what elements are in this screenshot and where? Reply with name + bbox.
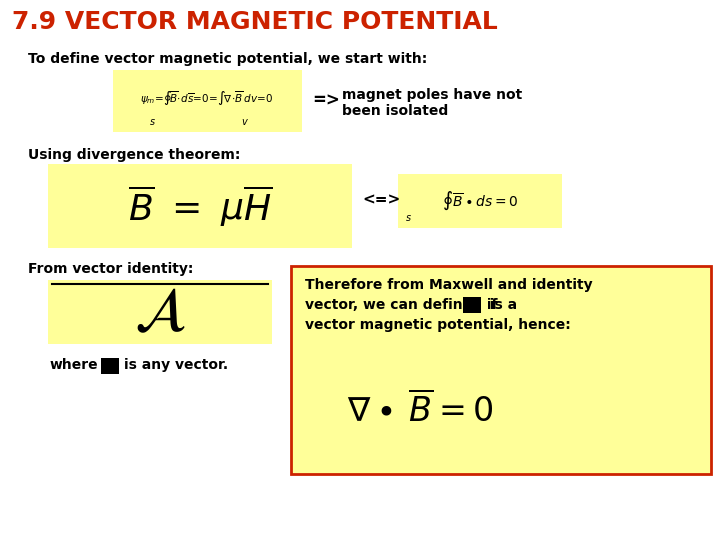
Text: is a: is a: [485, 298, 517, 312]
Text: vector magnetic potential, hence:: vector magnetic potential, hence:: [305, 318, 571, 332]
Text: been isolated: been isolated: [342, 104, 449, 118]
Text: To define vector magnetic potential, we start with:: To define vector magnetic potential, we …: [28, 52, 427, 66]
Text: <=>: <=>: [362, 192, 400, 207]
Text: $\oint\overline{B} \bullet ds = 0$: $\oint\overline{B} \bullet ds = 0$: [441, 190, 518, 212]
Text: $s$: $s$: [405, 213, 411, 223]
Text: Therefore from Maxwell and identity: Therefore from Maxwell and identity: [305, 278, 593, 292]
FancyBboxPatch shape: [101, 358, 119, 374]
Text: $\nabla\bullet\,\overline{B} = 0$: $\nabla\bullet\,\overline{B} = 0$: [347, 392, 493, 429]
FancyBboxPatch shape: [398, 174, 562, 228]
Text: $\overline{B}\ =\ \mu\overline{H}$: $\overline{B}\ =\ \mu\overline{H}$: [127, 183, 272, 229]
Text: magnet poles have not: magnet poles have not: [342, 88, 522, 102]
FancyBboxPatch shape: [113, 70, 302, 132]
FancyBboxPatch shape: [291, 266, 711, 474]
Text: $v$: $v$: [241, 117, 249, 127]
Text: $s$: $s$: [148, 117, 156, 127]
Text: From vector identity:: From vector identity:: [28, 262, 194, 276]
FancyBboxPatch shape: [463, 297, 481, 313]
Text: $\psi_m\!=\!\oint\!\overline{B}\!\cdot\! d\overline{s}\!=\!0\!=\!\int\!\nabla\!\: $\psi_m\!=\!\oint\!\overline{B}\!\cdot\!…: [140, 89, 274, 107]
FancyBboxPatch shape: [48, 164, 352, 248]
Text: vector, we can defined if: vector, we can defined if: [305, 298, 498, 312]
Text: where: where: [50, 358, 99, 372]
FancyBboxPatch shape: [48, 280, 272, 344]
Text: Using divergence theorem:: Using divergence theorem:: [28, 148, 240, 162]
Text: 7.9 VECTOR MAGNETIC POTENTIAL: 7.9 VECTOR MAGNETIC POTENTIAL: [12, 10, 498, 34]
Text: is any vector.: is any vector.: [124, 358, 228, 372]
Text: $\mathcal{A}$: $\mathcal{A}$: [134, 283, 186, 343]
Text: =>: =>: [312, 92, 340, 110]
